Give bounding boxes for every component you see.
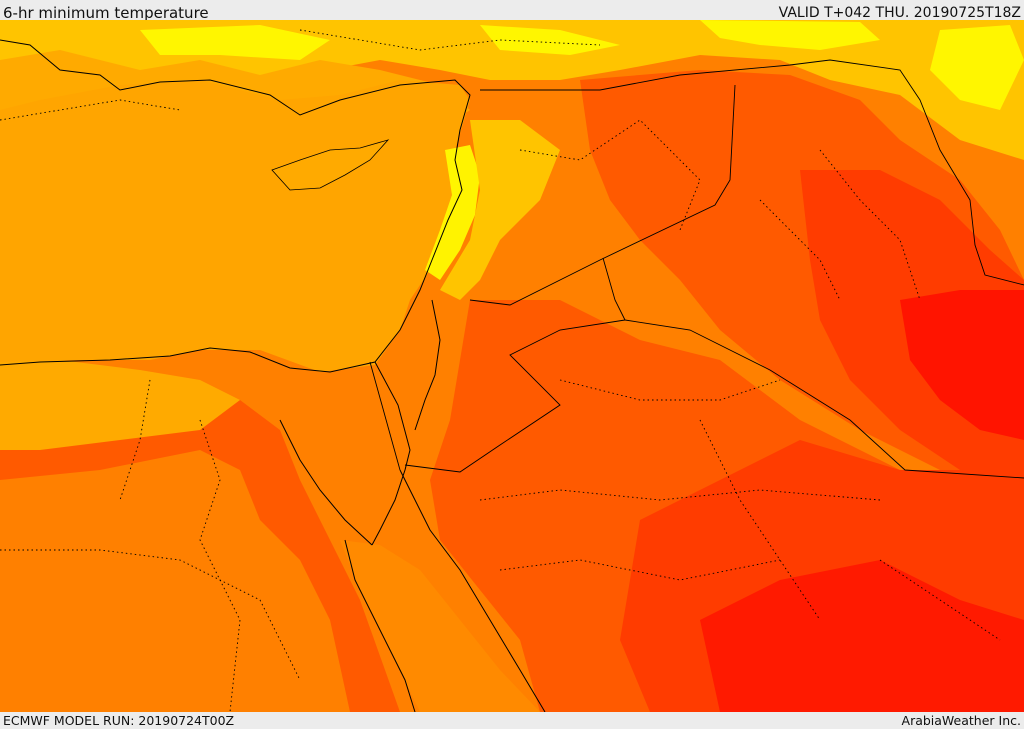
coastlines bbox=[0, 39, 546, 712]
map-title: 6-hr minimum temperature bbox=[3, 4, 209, 22]
iraq-red bbox=[900, 290, 1024, 440]
red-sea bbox=[340, 540, 540, 712]
africa-orange bbox=[0, 450, 350, 712]
levant-gold bbox=[440, 120, 560, 300]
mediterranean-sea bbox=[0, 80, 470, 372]
cyprus bbox=[271, 139, 390, 191]
africa-lighter bbox=[0, 360, 240, 450]
map-canvas bbox=[0, 20, 1024, 712]
province-borders bbox=[0, 29, 1001, 712]
north-yellow-patches bbox=[140, 20, 1024, 110]
levant-yellow bbox=[425, 145, 480, 280]
model-run: ECMWF MODEL RUN: 20190724T00Z bbox=[3, 713, 235, 728]
country-borders bbox=[369, 59, 1024, 479]
temperature-map bbox=[0, 20, 1024, 712]
arabia-red bbox=[700, 560, 1024, 712]
footer-bar: ECMWF MODEL RUN: 20190724T00Z ArabiaWeat… bbox=[0, 712, 1024, 729]
credit: ArabiaWeather Inc. bbox=[901, 713, 1021, 728]
valid-time: VALID T+042 THU. 20190725T18Z bbox=[778, 5, 1021, 21]
header-bar: 6-hr minimum temperature VALID T+042 THU… bbox=[0, 0, 1024, 22]
